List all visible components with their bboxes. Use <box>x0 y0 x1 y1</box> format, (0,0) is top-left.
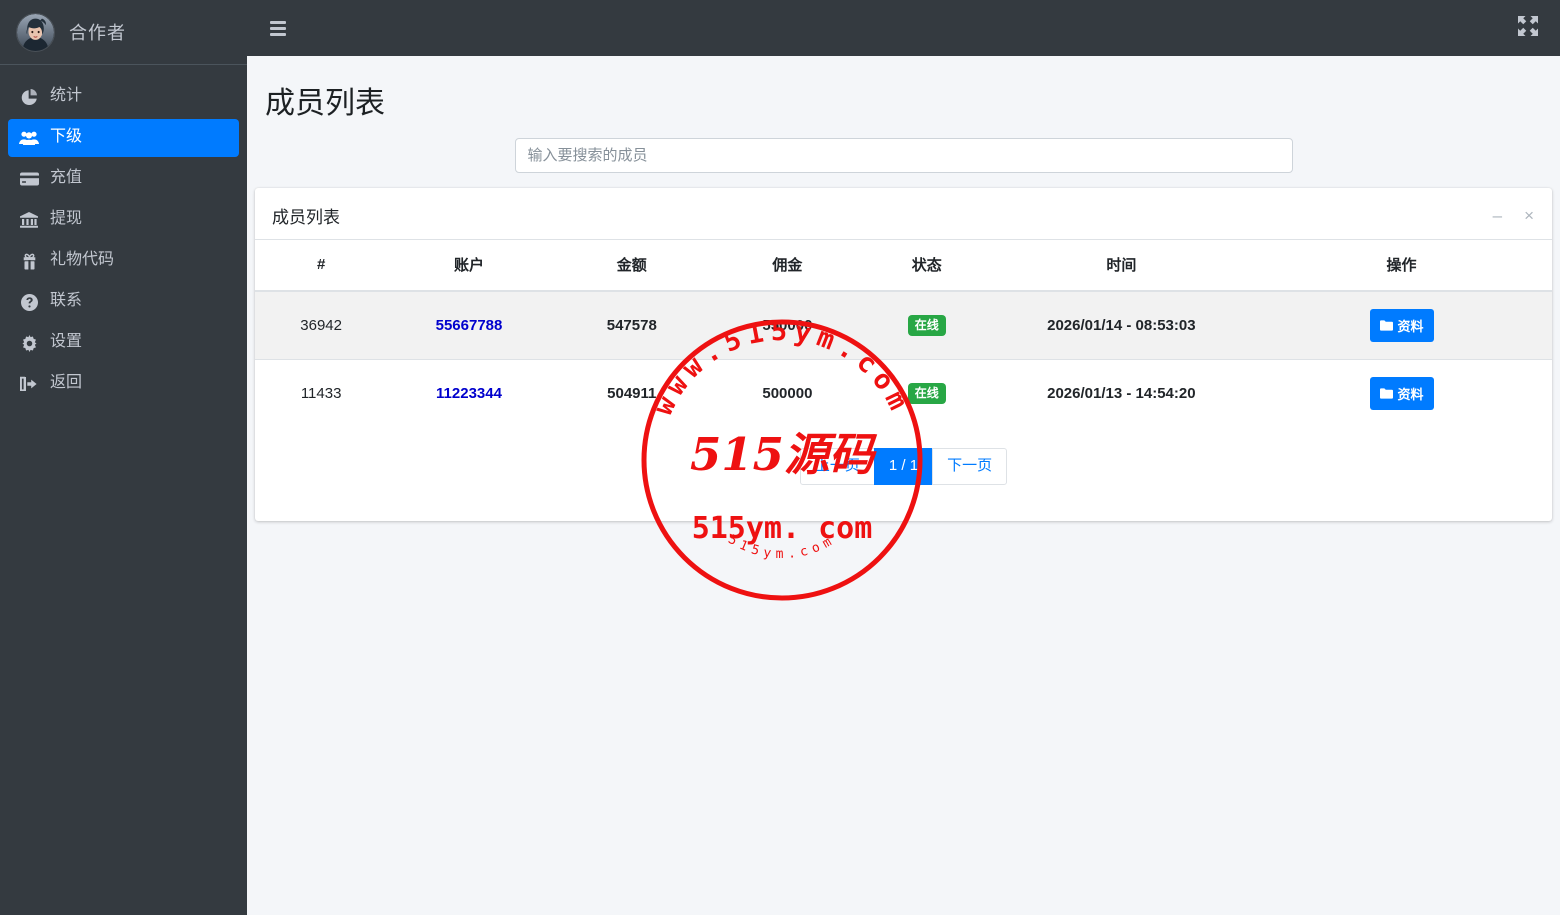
table-header-row: # 账户 金额 佣金 状态 时间 操作 <box>255 240 1552 292</box>
details-button[interactable]: 资料 <box>1369 309 1434 342</box>
sidebar-item-subordinates[interactable]: 下级 <box>8 119 239 157</box>
sidebar-item-label: 联系 <box>50 292 83 309</box>
sidebar-item-label: 充值 <box>50 169 83 186</box>
sidebar-item-label: 礼物代码 <box>50 251 115 268</box>
sidebar-nav: 统计 下级 <box>0 65 247 403</box>
sign-out-icon <box>18 374 40 394</box>
sidebar-item-recharge[interactable]: 充值 <box>8 160 239 198</box>
account-link[interactable]: 55667788 <box>435 317 503 334</box>
pagination-wrap: 上一页 1 / 1 下一页 <box>255 427 1552 521</box>
cell-account: 11223344 <box>387 359 551 427</box>
details-button-label: 资料 <box>1397 319 1424 334</box>
user-avatar-photo-icon <box>17 13 54 51</box>
sidebar-item-label: 返回 <box>50 374 83 391</box>
search-row <box>247 138 1560 173</box>
sidebar-item-label: 提现 <box>50 210 83 227</box>
sidebar-item-contact[interactable]: 联系 <box>8 283 239 321</box>
page-title: 成员列表 <box>265 87 385 120</box>
brand-name: 合作者 <box>69 23 126 43</box>
table-body: 36942 55667788 547578 550000 在线 2026/01/… <box>255 290 1552 427</box>
column-header-action: 操作 <box>1251 240 1552 292</box>
column-header-account: 账户 <box>387 240 551 292</box>
card-header: 成员列表 – × <box>255 191 1552 240</box>
search-input[interactable] <box>514 138 1293 173</box>
avatar <box>16 12 55 52</box>
column-header-amount: 金额 <box>550 240 713 292</box>
cell-action: 资料 <box>1251 290 1552 360</box>
member-table: # 账户 金额 佣金 状态 时间 操作 36942 <box>255 240 1552 427</box>
cell-action: 资料 <box>1251 359 1552 427</box>
current-page-indicator[interactable]: 1 / 1 <box>873 448 934 485</box>
folder-icon <box>1379 320 1393 331</box>
cell-amount: 504911 <box>550 359 713 427</box>
member-list-card: 成员列表 – × # 账户 金额 佣金 状态 时间 <box>255 188 1552 521</box>
cell-time: 2026/01/14 - 08:53:03 <box>991 290 1252 360</box>
prev-page-button[interactable]: 上一页 <box>799 448 875 485</box>
card-title: 成员列表 <box>272 207 340 227</box>
sidebar-item-gift-code[interactable]: 礼物代码 <box>8 242 239 280</box>
cell-commission: 500000 <box>712 359 862 427</box>
pagination: 上一页 1 / 1 下一页 <box>799 448 1008 485</box>
close-icon[interactable]: × <box>1524 205 1534 225</box>
credit-card-icon <box>18 169 40 189</box>
pie-chart-icon <box>18 87 40 107</box>
sidebar-item-back[interactable]: 返回 <box>8 365 239 403</box>
question-circle-icon <box>18 292 40 312</box>
cell-time: 2026/01/13 - 14:54:20 <box>991 359 1252 427</box>
next-page-button[interactable]: 下一页 <box>932 448 1008 485</box>
column-header-time: 时间 <box>991 240 1252 292</box>
column-header-commission: 佣金 <box>712 240 862 292</box>
hamburger-icon[interactable] <box>267 14 289 43</box>
users-group-icon <box>18 128 40 148</box>
status-badge: 在线 <box>907 383 946 404</box>
sidebar-item-settings[interactable]: 设置 <box>8 324 239 362</box>
table-head: # 账户 金额 佣金 状态 时间 操作 <box>255 240 1552 292</box>
column-header-id: # <box>255 240 388 292</box>
details-button[interactable]: 资料 <box>1369 377 1434 410</box>
column-header-status: 状态 <box>861 240 992 292</box>
sidebar-item-statistics[interactable]: 统计 <box>8 78 239 116</box>
content-area: 成员列表 成员列表 – × # 账户 金额 <box>247 56 1560 915</box>
sidebar: 合作者 统计 <box>0 0 247 915</box>
card-tools: – × <box>1493 207 1534 224</box>
cell-commission: 550000 <box>712 290 862 360</box>
table-row: 36942 55667788 547578 550000 在线 2026/01/… <box>255 290 1552 360</box>
details-button-label: 资料 <box>1397 387 1424 402</box>
sidebar-brand[interactable]: 合作者 <box>0 0 247 65</box>
bank-icon <box>18 210 40 230</box>
folder-icon <box>1379 388 1393 399</box>
sidebar-item-label: 设置 <box>50 333 83 350</box>
sidebar-item-label: 下级 <box>50 128 83 145</box>
table-row: 11433 11223344 504911 500000 在线 2026/01/… <box>255 359 1552 427</box>
account-link[interactable]: 11223344 <box>436 385 502 402</box>
cell-id: 11433 <box>255 359 388 427</box>
cell-id: 36942 <box>255 290 388 360</box>
cell-amount: 547578 <box>550 290 713 360</box>
gift-icon <box>18 251 40 271</box>
gear-icon <box>18 333 40 353</box>
sidebar-item-withdraw[interactable]: 提现 <box>8 201 239 239</box>
expand-arrows-icon[interactable] <box>1518 15 1538 41</box>
top-navbar <box>247 0 1560 56</box>
minimize-icon[interactable]: – <box>1492 205 1503 225</box>
card-body: # 账户 金额 佣金 状态 时间 操作 36942 <box>255 240 1552 521</box>
status-badge: 在线 <box>907 315 946 336</box>
sidebar-item-label: 统计 <box>50 87 83 104</box>
cell-account: 55667788 <box>387 290 551 360</box>
cell-status: 在线 <box>861 290 992 360</box>
cell-status: 在线 <box>861 359 992 427</box>
